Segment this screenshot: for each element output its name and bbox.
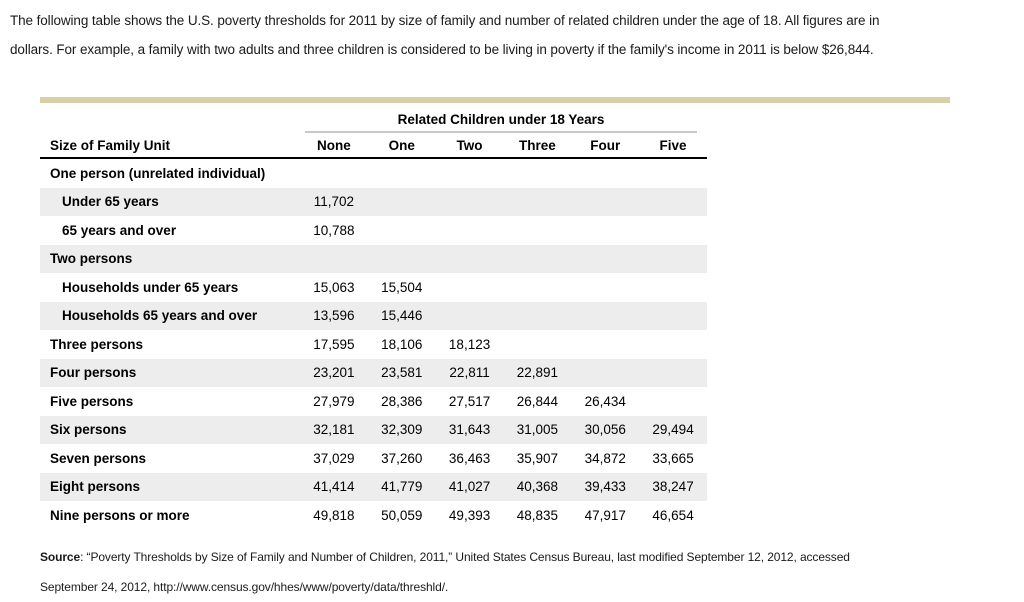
family-size-label: Households under 65 years	[62, 279, 239, 295]
intro-line-2: dollars. For example, a family with two …	[10, 42, 874, 57]
source-citation: Source: “Poverty Thresholds by Size of F…	[40, 542, 1000, 602]
threshold-value: 32,181	[313, 422, 355, 438]
threshold-value: 48,835	[516, 507, 559, 523]
family-size-label: Two persons	[50, 251, 133, 267]
threshold-value: 36,463	[448, 450, 491, 466]
table-row: Three persons 17,595 18,106 18,123	[40, 330, 707, 359]
threshold-value: 15,063	[313, 279, 355, 295]
family-size-label: Seven persons	[50, 450, 147, 466]
column-header-size-of-family-unit: Size of Family Unit	[50, 137, 171, 153]
table-row: Households 65 years and over 13,596 15,446	[40, 301, 707, 330]
threshold-value: 22,891	[516, 365, 559, 381]
accent-bar	[40, 97, 950, 103]
threshold-value: 13,596	[313, 308, 355, 324]
threshold-value: 26,844	[516, 393, 559, 409]
table-row: Seven persons 37,029 37,260 36,463 35,907 34,…	[40, 444, 707, 473]
table-row: Four persons 23,201 23,581 22,811 22,891	[40, 358, 707, 387]
threshold-value: 30,056	[584, 422, 626, 438]
family-size-label: Six persons	[50, 422, 127, 438]
table-row: Five persons 27,979 28,386 27,517 26,844 26,4…	[40, 387, 707, 416]
threshold-value: 26,434	[584, 393, 626, 409]
intro-paragraph: The following table shows the U.S. pover…	[10, 6, 1020, 64]
threshold-value: 33,665	[652, 450, 694, 466]
threshold-value: 15,504	[381, 279, 423, 295]
table-row: Eight persons 41,414 41,779 41,027 40,368 39,…	[40, 472, 707, 501]
threshold-value: 17,595	[313, 336, 355, 352]
intro-line-1: The following table shows the U.S. pover…	[10, 13, 880, 28]
threshold-value: 34,872	[584, 450, 626, 466]
table-row: Two persons	[40, 244, 707, 273]
threshold-value: 46,654	[652, 507, 694, 523]
threshold-value: 15,446	[381, 308, 423, 324]
family-size-label: Eight persons	[50, 479, 141, 495]
column-header-none: None	[317, 137, 351, 153]
table-body: One person (unrelated individual) Under 6…	[40, 159, 707, 530]
source-line-1-text: : “Poverty Thresholds by Size of Family …	[80, 550, 850, 564]
table-header-row: Size of Family Unit None One Two Three F…	[40, 133, 707, 159]
family-size-label: 65 years and over	[62, 222, 177, 238]
threshold-value: 32,309	[381, 422, 423, 438]
source-line-1: Source: “Poverty Thresholds by Size of F…	[40, 542, 1000, 572]
threshold-value: 27,517	[448, 393, 491, 409]
table-row: 65 years and over 10,788	[40, 216, 707, 245]
family-size-label: Under 65 years	[62, 194, 159, 210]
threshold-value: 18,123	[448, 336, 491, 352]
threshold-value: 50,059	[381, 507, 423, 523]
threshold-value: 22,811	[449, 365, 490, 381]
family-size-label: Four persons	[50, 365, 137, 381]
family-size-label: Three persons	[50, 336, 144, 352]
source-line-2: September 24, 2012, http://www.census.go…	[40, 580, 449, 594]
threshold-value: 29,494	[652, 422, 694, 438]
threshold-value: 31,005	[516, 422, 559, 438]
threshold-value: 10,788	[313, 222, 355, 238]
poverty-thresholds-table: Related Children under 18 Years Size of …	[40, 107, 707, 530]
threshold-value: 49,818	[313, 507, 355, 523]
table-row: Households under 65 years 15,063 15,504	[40, 273, 707, 302]
family-size-label: One person (unrelated individual)	[50, 165, 266, 181]
threshold-value: 49,393	[448, 507, 491, 523]
table-row: Six persons 32,181 32,309 31,643 31,005 30,05…	[40, 415, 707, 444]
source-label: Source	[40, 550, 81, 564]
threshold-value: 39,433	[584, 479, 626, 495]
table-row: One person (unrelated individual)	[40, 159, 707, 188]
threshold-value: 23,581	[381, 365, 423, 381]
threshold-value: 28,386	[381, 393, 423, 409]
threshold-value: 41,027	[448, 479, 491, 495]
threshold-value: 23,201	[313, 365, 355, 381]
threshold-value: 31,643	[448, 422, 491, 438]
related-children-span-header: Related Children under 18 Years	[305, 107, 697, 133]
threshold-value: 37,029	[313, 450, 355, 466]
threshold-value: 11,702	[313, 194, 355, 210]
column-header-two: Two	[456, 137, 483, 153]
threshold-value: 27,979	[313, 393, 355, 409]
threshold-value: 38,247	[652, 479, 694, 495]
column-header-four: Four	[590, 137, 621, 153]
column-header-five: Five	[659, 137, 687, 153]
threshold-value: 41,414	[313, 479, 355, 495]
family-size-label: Five persons	[50, 393, 134, 409]
table-row: Under 65 years 11,702	[40, 187, 707, 216]
threshold-value: 37,260	[381, 450, 423, 466]
column-header-three: Three	[519, 137, 556, 153]
column-header-one: One	[388, 137, 415, 153]
threshold-value: 47,917	[584, 507, 626, 523]
family-size-label: Nine persons or more	[50, 507, 190, 523]
threshold-value: 35,907	[516, 450, 559, 466]
threshold-value: 41,779	[381, 479, 423, 495]
threshold-value: 18,106	[381, 336, 423, 352]
threshold-value: 40,368	[516, 479, 559, 495]
table-row: Nine persons or more 49,818 50,059 49,393 48…	[40, 501, 707, 530]
family-size-label: Households 65 years and over	[62, 308, 258, 324]
